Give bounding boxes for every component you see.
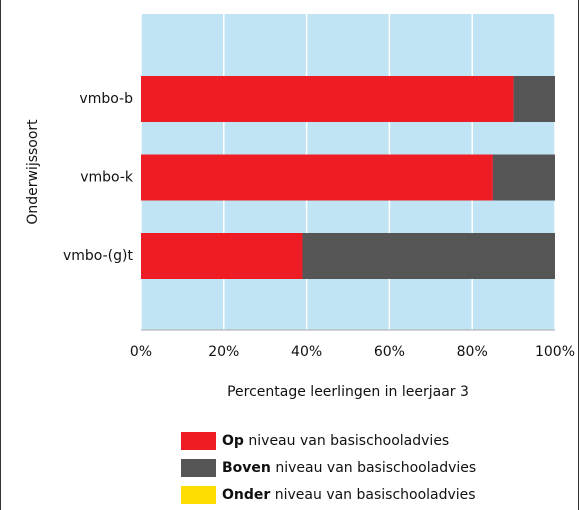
legend-text: niveau van basischooladvies — [275, 460, 476, 476]
x-tick-label: 80% — [457, 344, 488, 360]
bar-segment — [513, 76, 555, 122]
bar-segment — [141, 154, 493, 201]
x-tick-label: 0% — [130, 344, 152, 360]
legend-name: Op — [222, 433, 244, 449]
legend-text: niveau van basischooladvies — [248, 433, 449, 449]
x-axis-label: Percentage leerlingen in leerjaar 3 — [227, 384, 469, 400]
legend-swatch — [181, 459, 216, 477]
legend-name: Boven — [222, 460, 271, 476]
bar-segment — [302, 233, 555, 279]
legend-name: Onder — [222, 487, 270, 503]
legend-label: Op niveau van basischooladvies — [222, 433, 449, 449]
bar-segment — [492, 154, 555, 201]
bar-segment — [141, 233, 303, 279]
x-tick-label: 20% — [208, 344, 239, 360]
bar-segment — [141, 76, 514, 122]
legend-label: Boven niveau van basischooladvies — [222, 460, 476, 476]
legend-swatch — [181, 432, 216, 450]
x-tick-label: 60% — [374, 344, 405, 360]
y-tick-label: vmbo-(g)t — [63, 248, 133, 264]
x-tick-label: 40% — [291, 344, 322, 360]
y-axis-label: Onderwijssoort — [25, 119, 41, 225]
legend-label: Onder niveau van basischooladvies — [222, 487, 476, 503]
y-tick-label: vmbo-k — [80, 170, 134, 186]
y-tick-label: vmbo-b — [79, 91, 133, 107]
x-tick-label: 100% — [535, 344, 575, 360]
legend-swatch — [181, 486, 216, 504]
legend-text: niveau van basischooladvies — [275, 487, 476, 503]
